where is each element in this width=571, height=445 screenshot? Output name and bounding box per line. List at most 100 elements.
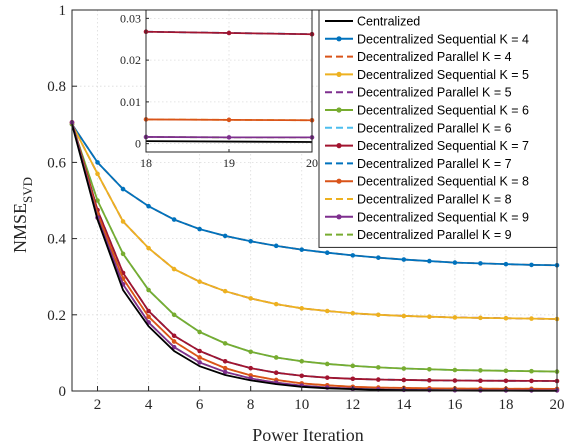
series-line	[145, 140, 313, 143]
series-point	[248, 296, 253, 301]
series-point	[376, 312, 381, 318]
series-point	[222, 341, 228, 346]
series-point	[503, 261, 509, 267]
legend-entry: Decentralized Parallel K = 8	[325, 193, 512, 207]
series-point	[120, 186, 126, 192]
series-line	[71, 124, 558, 373]
inset-y-tick-label: 0	[135, 137, 141, 151]
series-point	[120, 219, 126, 224]
series-point	[146, 203, 151, 209]
series-point	[95, 198, 100, 203]
series-0	[145, 140, 313, 143]
x-tick-label: 4	[145, 397, 153, 413]
inset-x-tick-label: 19	[223, 156, 235, 170]
legend-label: Decentralized Parallel K = 7	[357, 157, 512, 171]
inset-series	[143, 29, 315, 143]
y-tick-label: 0.4	[47, 232, 66, 248]
legend-label: Decentralized Parallel K = 4	[357, 50, 512, 64]
series-point	[171, 339, 177, 344]
x-tick-label: 12	[345, 397, 360, 413]
series-point	[376, 377, 381, 382]
series-point	[222, 358, 228, 364]
legend-entry: Decentralized Parallel K = 7	[325, 157, 512, 171]
series-point	[350, 363, 356, 369]
series-point	[529, 368, 534, 374]
legend-label: Decentralized Sequential K = 9	[357, 210, 529, 224]
legend-label: Decentralized Sequential K = 8	[357, 175, 529, 189]
y-tick-label: 0.2	[47, 308, 66, 324]
series-point	[248, 365, 253, 371]
legend-marker	[336, 36, 342, 42]
series-point	[222, 365, 228, 371]
series-point	[427, 258, 432, 264]
series-7	[143, 29, 315, 37]
series-point	[299, 358, 305, 364]
series-point	[226, 135, 232, 140]
series-point	[478, 378, 483, 384]
legend-entry: Decentralized Parallel K = 9	[325, 228, 512, 242]
x-tick-label: 10	[294, 397, 309, 413]
legend-label: Decentralized Parallel K = 6	[357, 121, 512, 135]
series-line	[71, 123, 558, 267]
legend-entry: Decentralized Sequential K = 7	[325, 139, 529, 153]
series-point	[401, 313, 407, 319]
series-point	[197, 355, 202, 360]
series-point	[95, 171, 100, 177]
series-point	[197, 348, 202, 354]
series-point	[503, 378, 509, 384]
series-point	[197, 360, 202, 365]
x-tick-label: 20	[550, 397, 565, 413]
series-point	[171, 217, 177, 222]
y-tick-label: 0.6	[47, 155, 66, 171]
legend-marker	[336, 178, 342, 184]
series-point	[427, 314, 432, 320]
inset-plot: 18 19 20 0 0.01 0.02 0.03	[120, 9, 318, 170]
series-point	[171, 312, 177, 318]
series-point	[171, 333, 177, 339]
legend-entry: Decentralized Sequential K = 5	[325, 68, 529, 82]
series-point	[146, 314, 151, 320]
series-point	[401, 377, 407, 383]
legend-label: Decentralized Parallel K = 9	[357, 228, 512, 242]
x-tick-label: 18	[498, 397, 513, 413]
inset-x-tick-label: 18	[140, 156, 152, 170]
series-point	[146, 245, 151, 251]
legend-label: Decentralized Sequential K = 7	[357, 139, 529, 153]
series-point	[401, 257, 407, 262]
series-point	[503, 368, 509, 374]
series-point	[248, 349, 253, 355]
series-point	[529, 262, 534, 268]
series-point	[299, 373, 305, 379]
series-point	[452, 260, 458, 265]
series-point	[324, 375, 330, 380]
y-axis-label-subscript: SVD	[20, 177, 35, 203]
legend-entry: Centralized	[325, 15, 420, 29]
series-point	[427, 378, 432, 383]
series-point	[273, 370, 279, 376]
series-point	[376, 255, 381, 260]
series-point	[452, 378, 458, 383]
series-point	[376, 365, 381, 370]
series-point	[273, 243, 279, 249]
x-tick-label: 2	[94, 397, 102, 413]
main-tick-labels: 2 4 6 8 10 12 14 16 18 20 0 0.2 0.4 0.6 0.8 1	[47, 3, 564, 413]
inset-tick-labels: 18 19 20 0 0.01 0.02 0.03	[120, 11, 318, 170]
series-line	[71, 123, 558, 320]
series-point	[452, 315, 458, 320]
legend-marker	[336, 107, 342, 113]
legend-box	[318, 9, 558, 248]
series-point	[226, 30, 232, 36]
series-point	[197, 226, 202, 232]
y-axis-label: NMSESVD	[10, 177, 35, 253]
legend-label: Decentralized Sequential K = 5	[357, 68, 529, 82]
legend-label: Decentralized Parallel K = 8	[357, 193, 512, 207]
legend-marker	[336, 143, 342, 149]
legend-entry: Decentralized Sequential K = 8	[325, 175, 529, 189]
series-point	[146, 308, 151, 314]
series-point	[401, 366, 407, 371]
legend: Centralized Decentralized Sequential K = …	[318, 9, 558, 248]
series-1	[69, 122, 560, 268]
legend-entry: Decentralized Sequential K = 4	[325, 32, 529, 46]
series-point	[146, 287, 151, 293]
